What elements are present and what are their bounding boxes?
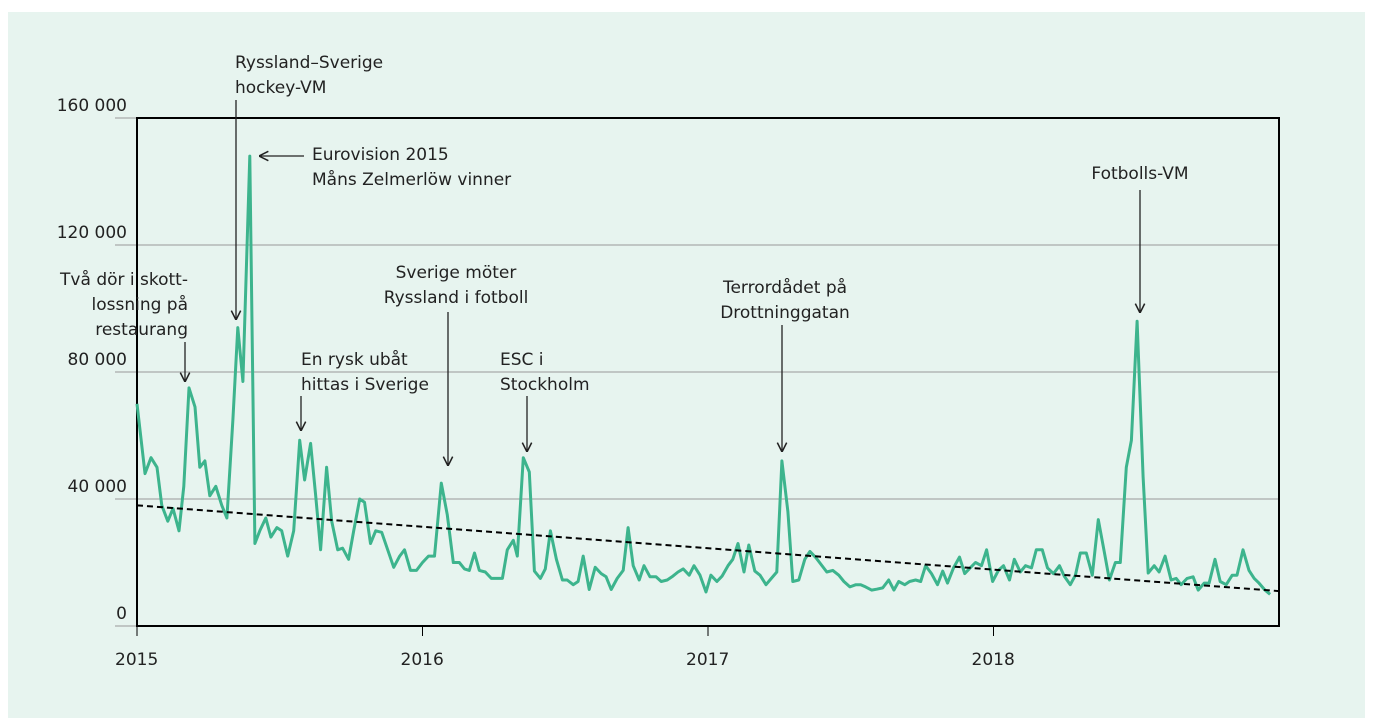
data-line (135, 154, 1272, 596)
y-tick-label: 160 000 (57, 96, 127, 116)
y-tick-label: 120 000 (57, 223, 127, 243)
annotation-text: restaurang (95, 320, 188, 340)
plot-frame (136, 117, 1280, 627)
annotation-text: Sverige möter (396, 263, 517, 283)
trend-line (136, 504, 1280, 593)
annotation-text: ESC i (500, 350, 544, 370)
annotation-text: Två dör i skott- (59, 269, 188, 290)
y-tick-label: 80 000 (68, 350, 127, 370)
x-tick-label: 2017 (686, 650, 729, 670)
annotation-text: Drottninggatan (720, 303, 850, 323)
annotation-text: Stockholm (500, 375, 590, 395)
annotation-text: hockey-VM (235, 78, 326, 98)
annotation-text: lossning på (91, 294, 188, 315)
annotation-text: Måns Zelmerlöw vinner (312, 169, 511, 190)
annotation-text: hittas i Sverige (301, 375, 429, 395)
y-tick-label: 0 (116, 604, 127, 624)
x-tick-label: 2015 (115, 650, 158, 670)
annotation-text: Terrordådet på (722, 277, 847, 298)
x-tick-label: 2016 (401, 650, 444, 670)
y-tick-label: 40 000 (68, 477, 127, 497)
annotation-text: En rysk ubåt (301, 349, 408, 370)
annotation-text: Ryssland–Sverige (235, 53, 383, 73)
annotation-text: Eurovision 2015 (312, 145, 449, 165)
annotation-text: Fotbolls-VM (1091, 164, 1188, 184)
x-tick-label: 2018 (972, 650, 1015, 670)
annotation-text: Ryssland i fotboll (384, 288, 529, 308)
